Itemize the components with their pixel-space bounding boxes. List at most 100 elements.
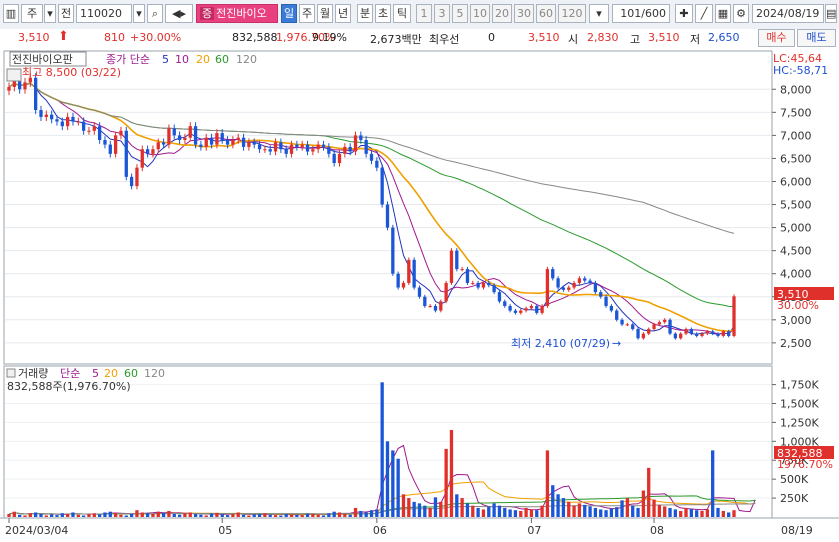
volume-bar: [321, 515, 326, 517]
candle-body: [311, 149, 315, 152]
low-arrow-icon: →: [612, 337, 621, 350]
period-minute[interactable]: 분: [357, 4, 373, 23]
stock-chart[interactable]: 2,5003,0003,5004,0004,5005,0005,5006,000…: [0, 47, 839, 542]
volume-bar: [305, 513, 310, 517]
volume-bar: [519, 510, 523, 517]
volume-bar: [556, 494, 560, 517]
candle-body: [76, 121, 80, 123]
period-day[interactable]: 일: [281, 4, 297, 23]
candle-body: [119, 130, 123, 136]
candle-body: [385, 204, 390, 228]
period-tick[interactable]: 틱: [393, 4, 411, 23]
volume-bar: [449, 429, 454, 517]
volume-bar: [332, 511, 336, 517]
candle-body: [636, 329, 640, 339]
ma20-line: [8, 82, 735, 333]
volume-bar: [727, 512, 731, 517]
step-dropdown-icon[interactable]: ▾: [589, 4, 609, 23]
volume-bar: [481, 509, 486, 517]
calendar-icon[interactable]: ▤: [825, 4, 837, 23]
volume-bar: [599, 509, 603, 517]
step-20[interactable]: 20: [492, 4, 512, 23]
candle-body: [353, 135, 358, 152]
gear-icon[interactable]: ⚙: [733, 4, 749, 23]
candle-body: [316, 144, 320, 150]
volume-bar: [615, 507, 619, 517]
step-10[interactable]: 10: [470, 4, 490, 23]
volume-bar: [700, 510, 704, 517]
buy-button[interactable]: 매수: [758, 29, 795, 47]
volume-bar: [204, 515, 208, 517]
sound-icon[interactable]: ◀▸: [165, 4, 193, 23]
candle-body: [65, 116, 70, 127]
step-5[interactable]: 5: [452, 4, 468, 23]
candle-body: [652, 324, 656, 330]
date-field[interactable]: 2024/08/19: [752, 4, 824, 23]
step-30[interactable]: 30: [514, 4, 534, 23]
volume-bar: [567, 501, 571, 517]
volume-bar: [311, 513, 315, 517]
volume-bar: [423, 505, 427, 517]
step-60[interactable]: 60: [536, 4, 556, 23]
period-month[interactable]: 월: [317, 4, 333, 23]
layout-icon[interactable]: ▥: [3, 4, 19, 23]
candle-body: [305, 144, 310, 152]
grid-icon[interactable]: ▦: [715, 4, 731, 23]
candle-body: [268, 149, 272, 152]
volume-bar: [695, 510, 699, 517]
period-week[interactable]: 주: [299, 4, 315, 23]
candle-body: [193, 126, 198, 145]
candle-body: [44, 114, 48, 117]
code-type-button[interactable]: 전: [58, 4, 74, 23]
candle-body: [359, 135, 363, 140]
volume-bar: [220, 514, 224, 517]
candle-body: [716, 333, 720, 336]
market-select[interactable]: 주: [21, 4, 43, 23]
volume-bar: [76, 514, 80, 517]
price-tick-label: 8,000: [780, 83, 812, 96]
vma20-label: 20: [104, 367, 118, 380]
period-year[interactable]: 년: [335, 4, 351, 23]
sell-button[interactable]: 매도: [797, 29, 836, 47]
candle-body: [519, 310, 523, 313]
draw-icon[interactable]: ╱: [695, 4, 713, 23]
bar-count[interactable]: 101/600: [612, 4, 670, 23]
candle-body: [513, 310, 518, 313]
search-icon[interactable]: ⌕: [147, 4, 163, 23]
candle-body: [140, 149, 144, 168]
ma10-label: 10: [175, 53, 189, 66]
market-dropdown-icon[interactable]: ▾: [44, 4, 56, 23]
candle-body: [391, 227, 395, 274]
stock-badge: 증: [200, 7, 215, 20]
volume-bar: [348, 514, 352, 517]
candle-body: [364, 139, 368, 154]
candle-body: [108, 144, 112, 154]
code-dropdown-icon[interactable]: ▾: [133, 4, 145, 23]
volume-bar: [433, 497, 438, 517]
volume-bar: [465, 503, 470, 517]
crosshair-icon[interactable]: ✚: [675, 4, 693, 23]
candle-body: [156, 142, 160, 150]
period-second[interactable]: 초: [375, 4, 391, 23]
hc-label: HC:-58,71: [773, 64, 828, 77]
step-3[interactable]: 3: [434, 4, 450, 23]
volume-bar: [487, 506, 491, 517]
candle-body: [103, 139, 107, 145]
low-label: 저: [690, 33, 701, 46]
candle-body: [524, 308, 528, 311]
price-tick-label: 6,500: [780, 152, 812, 165]
volume-bar: [471, 505, 475, 517]
volume-bar: [193, 513, 198, 517]
pref-value: 0: [488, 31, 495, 44]
stock-code-input[interactable]: 110020: [76, 4, 132, 23]
volume-menu-icon[interactable]: [6, 368, 16, 378]
stock-name-button[interactable]: 증 전진바이오: [196, 4, 278, 23]
step-1[interactable]: 1: [416, 4, 432, 23]
panel-menu-icon[interactable]: [6, 68, 22, 82]
volume-bar: [705, 509, 709, 517]
volume-bar: [503, 507, 507, 517]
volume-bar: [108, 511, 112, 517]
vma120-label: 120: [144, 367, 165, 380]
step-120[interactable]: 120: [558, 4, 586, 23]
high-annotation: 최고 8,500 (03/22): [22, 66, 121, 79]
